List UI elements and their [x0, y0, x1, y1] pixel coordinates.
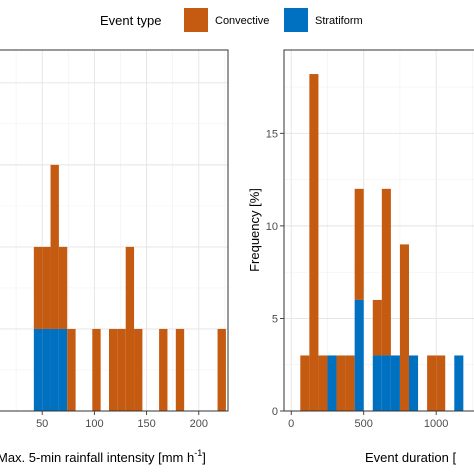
right-y-tick-label: 5 — [272, 313, 278, 325]
right-bar-convective — [336, 355, 346, 411]
left-bar-stratiform — [42, 328, 51, 411]
right-bar-convective — [427, 355, 437, 411]
left-bar-convective — [67, 328, 76, 411]
right-y-tick-label: 15 — [266, 128, 278, 140]
left-x-axis-title: Max. 5-min rainfall intensity [mm h-1] — [0, 448, 206, 465]
left-bar-convective — [159, 328, 168, 411]
legend-title: Event type — [100, 13, 161, 28]
right-bar-convective — [399, 244, 409, 411]
legend-swatch-convective — [184, 8, 208, 32]
right-bar-convective — [372, 299, 382, 356]
right-bar-convective — [300, 355, 310, 411]
left-x-axis-title-superscript: -1 — [194, 448, 202, 458]
left-bar-convective — [33, 246, 43, 329]
left-bar-convective — [92, 328, 101, 411]
right-y-axis-title: Frequency [%] — [247, 188, 262, 272]
right-bar-convective — [309, 74, 319, 412]
right-bar-stratiform — [390, 355, 400, 411]
right-y-tick-label: 10 — [266, 221, 278, 233]
legend-label-convective: Convective — [215, 15, 269, 27]
left-bars — [33, 164, 226, 411]
right-panel-border — [283, 49, 474, 412]
right-bar-stratiform — [409, 355, 419, 411]
right-x-axis-title: Event duration [ — [365, 450, 456, 465]
legend-label-stratiform: Stratiform — [315, 15, 363, 27]
left-bar-convective — [125, 246, 135, 411]
left-panel-border — [0, 49, 229, 412]
right-bar-stratiform — [454, 355, 464, 411]
left-x-tick-label: 50 — [36, 418, 48, 430]
left-bar-convective — [109, 328, 118, 411]
left-chart: 50 100 150 200 Max. 5-min rainfall intensit… — [0, 49, 229, 465]
right-bar-stratiform — [354, 299, 364, 411]
right-bar-convective — [345, 355, 355, 411]
right-bar-convective — [381, 188, 391, 356]
right-bar-convective — [354, 188, 364, 300]
right-bar-convective — [436, 355, 446, 411]
left-bar-stratiform — [58, 328, 68, 411]
right-bars — [300, 74, 464, 412]
right-bar-stratiform — [327, 355, 337, 411]
right-y-tick-label: 0 — [272, 406, 278, 418]
left-bar-convective — [58, 246, 68, 329]
right-axis-ticks: 0 500 1000 0 5 10 15 — [266, 128, 449, 430]
right-x-tick-label: 1000 — [424, 418, 448, 430]
left-x-axis-title-end: ] — [202, 450, 206, 465]
right-bar-stratiform — [372, 355, 382, 411]
right-x-tick-label: 500 — [355, 418, 373, 430]
right-chart: 0 500 1000 0 5 10 15 Frequency [%] Event durat… — [247, 49, 474, 465]
left-bar-stratiform — [33, 328, 43, 411]
left-bar-convective — [134, 328, 143, 411]
left-x-tick-label: 100 — [85, 418, 103, 430]
left-bar-stratiform — [50, 328, 59, 411]
left-bar-convective — [42, 246, 51, 329]
right-bar-convective — [318, 355, 328, 411]
right-x-tick-label: 0 — [288, 418, 294, 430]
left-bar-convective — [50, 164, 59, 329]
left-x-tick-label: 200 — [190, 418, 208, 430]
left-x-ticks: 50 100 150 200 — [36, 411, 208, 430]
left-x-axis-title-main: Max. 5-min rainfall intensity [mm h — [0, 450, 194, 465]
left-bar-convective — [217, 328, 226, 411]
right-bar-stratiform — [381, 355, 391, 411]
legend: Event type Convective Stratiform — [100, 8, 363, 32]
left-x-tick-label: 150 — [137, 418, 155, 430]
left-bar-convective — [175, 328, 185, 411]
legend-swatch-stratiform — [284, 8, 308, 32]
left-bar-convective — [117, 328, 126, 411]
